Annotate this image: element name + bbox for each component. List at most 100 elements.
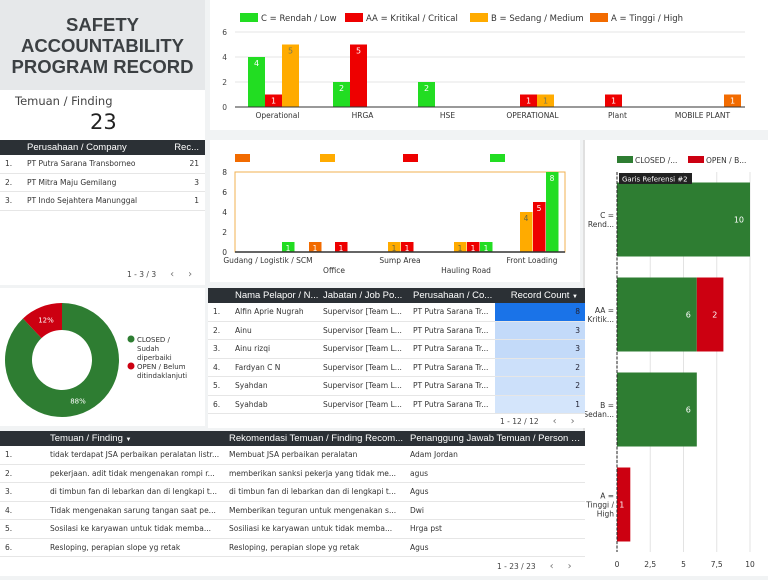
x-tick-label: HRGA [352, 111, 375, 120]
column-header-recommendation[interactable]: Rekomendasi Temuan / Finding Recom... [229, 433, 404, 444]
column-header-company[interactable]: Perusahaan / Company [27, 142, 127, 153]
cell: Syahdab [235, 399, 268, 409]
cell: PT Putra Sarana Tr... [413, 381, 489, 391]
next-page-icon[interactable]: › [188, 269, 193, 280]
column-header-job[interactable]: Jabatan / Job Po... [323, 290, 403, 301]
column-header-finding[interactable]: Temuan / Finding ▼ [50, 433, 131, 444]
cell: Dwi [410, 505, 424, 515]
legend-label: C = Rendah / Low [261, 14, 337, 24]
data-label: 1 [526, 97, 531, 106]
cell: Resloping, perapian slope yg retak [229, 542, 360, 552]
severity-by-department-chart: C = Rendah / Low AA = Kritikal / Critical… [210, 0, 768, 130]
bar [520, 94, 537, 107]
cell: Supervisor [Team L... [323, 307, 402, 317]
data-label: 1 [471, 244, 476, 253]
y-tick-label: Sedan... [585, 410, 614, 419]
prev-page-icon[interactable]: ‹ [549, 561, 554, 572]
column-header-person-in-charge[interactable]: Penanggung Jawab Temuan / Person In ... [410, 433, 582, 444]
cell: Memberikan teguran untuk mengenakan s... [229, 505, 397, 515]
table-row[interactable]: 5. Sosilasi ke karyawan untuk tidak memba… [0, 520, 585, 539]
bar [282, 242, 295, 252]
pagination-label: 1 - 12 / 12 [500, 417, 539, 426]
cell: Alfin Aprie Nugrah [235, 307, 304, 317]
cell: 21 [189, 159, 199, 169]
table-row[interactable]: 3. Ainu rizqi Supervisor [Team L... PT Putr… [208, 340, 585, 359]
table-row[interactable]: 2. pekerjaan. adit tidak mengenakan rompi… [0, 465, 585, 483]
cell: Supervisor [Team L... [323, 399, 402, 409]
data-label: 1 [286, 244, 291, 253]
cell: di timbun fan di lebarkan dan di lengkap… [229, 487, 396, 497]
cell: 2. [213, 325, 221, 335]
reference-line-label: Garis Referensi #2 [622, 176, 688, 184]
data-label: 1 [619, 501, 624, 510]
table-row[interactable]: 3. di timbun fan di lebarkan dan di lengk… [0, 483, 585, 502]
data-label: 1 [405, 244, 410, 253]
column-header-record[interactable]: Rec... [174, 142, 199, 153]
cell: Sosiliasi ke karyawan untuk tidak memba.… [229, 524, 393, 534]
legend-swatch [403, 154, 418, 162]
data-label: 1 [484, 244, 489, 253]
count-heat-cell [495, 321, 585, 339]
cell: Resloping, perapian slope yg retak [50, 542, 181, 552]
data-label: 2 [712, 311, 717, 320]
bar [696, 277, 724, 352]
next-page-icon[interactable]: › [570, 416, 575, 427]
column-header-reporter[interactable]: Nama Pelapor / N... [235, 290, 319, 301]
column-header-record-count[interactable]: Record Count ▼ [508, 290, 578, 301]
y-tick-label: 6 [222, 188, 227, 197]
table-row[interactable]: 3. PT Indo Sejahtera Manunggal 1 [0, 192, 205, 211]
data-label: 1 [339, 244, 344, 253]
table-row[interactable]: 4. Tidak mengenakan sarung tangan saat pe… [0, 502, 585, 520]
cell: 2. [5, 468, 13, 478]
data-label: 2 [424, 84, 429, 93]
legend-dot [127, 335, 135, 343]
data-label: 4 [524, 214, 529, 223]
legend-swatch [490, 154, 505, 162]
bar [467, 242, 480, 252]
table-row[interactable]: 6. Syahdab Supervisor [Team L... PT Putra S… [208, 395, 585, 414]
table-row[interactable]: 6. Resloping, perapian slope yg retak Resl… [0, 539, 585, 557]
findings-table: Temuan / Finding ▼ Rekomendasi Temuan / … [0, 431, 585, 576]
table-row[interactable]: 2. Ainu Supervisor [Team L... PT Putra Sara… [208, 321, 585, 340]
x-tick-label: 5 [681, 560, 686, 569]
y-tick-label: Tinggi / [585, 501, 614, 510]
y-tick-label: High [597, 510, 614, 519]
bar [265, 94, 282, 107]
column-header-label: Record Count [510, 290, 570, 301]
cell: Agus [410, 542, 429, 552]
table-header: Perusahaan / Company Rec... [0, 140, 205, 155]
cell: 4. [5, 505, 13, 515]
bar [333, 82, 350, 107]
column-header-company[interactable]: Perusahaan / Co... [413, 290, 493, 301]
severity-by-location-chart: 0 2 4 6 8 Gudang / Logistik / SCM 1 Office 1 1 Sum… [210, 140, 580, 282]
x-tick-label: 10 [745, 560, 755, 569]
data-label: 4 [254, 59, 259, 68]
prev-page-icon[interactable]: ‹ [552, 416, 557, 427]
cell: Agus [410, 487, 429, 497]
cell: 2 [575, 362, 580, 372]
cell: PT Putra Sarana Tr... [413, 307, 489, 317]
cell: PT Putra Sarana Tr... [413, 399, 489, 409]
table-row[interactable]: 1. PT Putra Sarana Transborneo 21 [0, 155, 205, 174]
prev-page-icon[interactable]: ‹ [170, 269, 175, 280]
cell: 2 [575, 381, 580, 391]
y-tick-label: C = [600, 211, 614, 220]
next-page-icon[interactable]: › [567, 561, 572, 572]
y-tick-label: 8 [222, 168, 227, 177]
x-tick-label: MOBILE PLANT [675, 111, 731, 120]
cell: Supervisor [Team L... [323, 381, 402, 391]
reference-label-bg [619, 173, 692, 184]
cell: Supervisor [Team L... [323, 344, 402, 354]
table-row[interactable]: 1. Alfin Aprie Nugrah Supervisor [Team L..… [208, 303, 585, 322]
bar [248, 57, 265, 107]
y-tick-label: 4 [222, 208, 227, 217]
bar [388, 242, 401, 252]
pagination: 1 - 3 / 3 ‹ › [127, 269, 192, 280]
table-row[interactable]: 2. PT Mitra Maju Gemilang 3 [0, 174, 205, 192]
table-row[interactable]: 5. Syahdan Supervisor [Team L... PT Putra S… [208, 377, 585, 396]
table-row[interactable]: 1. tidak terdapat JSA perbaikan peralatan… [0, 446, 585, 465]
cell: 2. [5, 177, 13, 187]
cell: Membuat JSA perbaikan peralatan [229, 450, 358, 460]
plot-border [234, 171, 566, 253]
table-row[interactable]: 4. Fardyan C N Supervisor [Team L... PT Put… [208, 358, 585, 377]
